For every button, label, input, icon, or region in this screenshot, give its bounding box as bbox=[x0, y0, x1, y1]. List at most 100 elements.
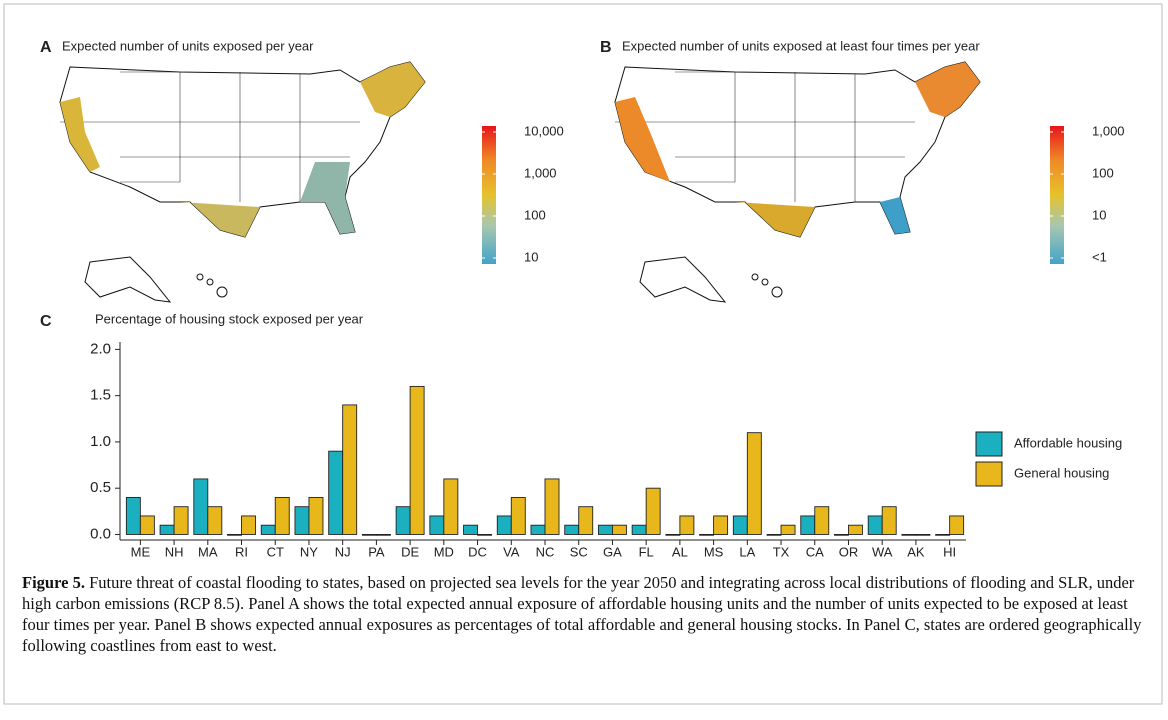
y-tick-label: 2.0 bbox=[90, 340, 111, 357]
x-tick-label: NH bbox=[165, 544, 184, 559]
bar bbox=[496, 515, 512, 535]
caption: Figure 5. Future threat of coastal flood… bbox=[22, 572, 1142, 656]
bar bbox=[881, 506, 897, 535]
y-tick-label: 0.5 bbox=[90, 479, 111, 496]
colorbar-tick-label: <1 bbox=[1092, 249, 1107, 264]
colorbar-tick-label: 10 bbox=[1092, 207, 1106, 222]
bar bbox=[564, 524, 580, 535]
bar bbox=[544, 478, 560, 535]
bar bbox=[308, 496, 324, 535]
bar bbox=[227, 533, 242, 536]
bar bbox=[342, 404, 358, 535]
x-tick-label: HI bbox=[943, 544, 956, 559]
colorbar bbox=[1050, 126, 1064, 264]
bar bbox=[395, 506, 411, 535]
panel-label: C bbox=[40, 313, 52, 330]
y-tick-label: 0.0 bbox=[90, 525, 111, 542]
bar bbox=[274, 496, 290, 535]
bar bbox=[631, 524, 647, 535]
x-tick-label: FL bbox=[639, 544, 654, 559]
bar bbox=[597, 524, 613, 535]
bar bbox=[814, 506, 830, 535]
x-tick-label: PA bbox=[368, 544, 385, 559]
bar bbox=[578, 506, 594, 535]
bar bbox=[713, 515, 729, 535]
x-tick-label: LA bbox=[739, 544, 755, 559]
colorbar-tick-label: 10,000 bbox=[524, 123, 564, 138]
bar bbox=[510, 496, 526, 535]
x-tick-label: GA bbox=[603, 544, 622, 559]
legend-swatch bbox=[975, 431, 1003, 457]
bar bbox=[611, 524, 627, 535]
bar bbox=[915, 533, 931, 536]
x-tick-label: OR bbox=[839, 544, 859, 559]
bar bbox=[429, 515, 445, 535]
legend-label: General housing bbox=[1014, 465, 1109, 480]
colorbar-tick-label: 100 bbox=[1092, 165, 1114, 180]
bar bbox=[834, 533, 849, 536]
colorbar-tick-label: 1,000 bbox=[1092, 123, 1125, 138]
bar bbox=[361, 533, 377, 536]
x-tick-label: DC bbox=[468, 544, 487, 559]
x-tick-label: DE bbox=[401, 544, 419, 559]
colorbar-tick-label: 1,000 bbox=[524, 165, 557, 180]
bar bbox=[139, 515, 155, 535]
panel-label: A bbox=[40, 39, 52, 56]
bar bbox=[409, 385, 425, 535]
map-b bbox=[614, 61, 981, 303]
x-tick-label: RI bbox=[235, 544, 248, 559]
bar bbox=[746, 432, 762, 535]
x-tick-label: MD bbox=[434, 544, 454, 559]
panel-title: Percentage of housing stock exposed per … bbox=[95, 311, 364, 326]
x-tick-label: ME bbox=[131, 544, 151, 559]
legend-swatch bbox=[975, 461, 1003, 487]
bar bbox=[463, 524, 479, 535]
bar bbox=[443, 478, 459, 535]
bar bbox=[867, 515, 883, 535]
bar bbox=[375, 533, 391, 536]
bar bbox=[935, 533, 951, 536]
map-a bbox=[59, 61, 426, 303]
bar bbox=[173, 506, 189, 535]
bar bbox=[780, 524, 796, 535]
bar bbox=[193, 478, 209, 535]
panel-label: B bbox=[600, 39, 612, 56]
bar bbox=[241, 515, 256, 535]
x-tick-label: CT bbox=[267, 544, 284, 559]
bar bbox=[732, 515, 748, 535]
x-tick-label: AK bbox=[907, 544, 925, 559]
bar bbox=[901, 533, 917, 536]
figure-border bbox=[3, 3, 1163, 705]
bar bbox=[477, 533, 493, 536]
x-tick-label: MS bbox=[704, 544, 724, 559]
bar bbox=[207, 506, 223, 535]
bar bbox=[294, 506, 310, 535]
caption-label: Figure 5. bbox=[22, 573, 85, 592]
bar bbox=[800, 515, 816, 535]
x-tick-label: CA bbox=[806, 544, 824, 559]
legend-label: Affordable housing bbox=[1014, 435, 1122, 450]
colorbar-tick-label: 100 bbox=[524, 207, 546, 222]
bar bbox=[766, 533, 782, 536]
bar bbox=[125, 496, 141, 535]
x-tick-label: NJ bbox=[335, 544, 351, 559]
y-tick-label: 1.5 bbox=[90, 387, 111, 404]
x-tick-label: SC bbox=[570, 544, 588, 559]
bar bbox=[699, 533, 715, 536]
x-tick-label: NY bbox=[300, 544, 318, 559]
x-tick-label: TX bbox=[773, 544, 790, 559]
x-tick-label: VA bbox=[503, 544, 520, 559]
panel-title: Expected number of units exposed at leas… bbox=[622, 38, 980, 53]
bar bbox=[645, 487, 661, 535]
x-tick-label: WA bbox=[872, 544, 893, 559]
bar bbox=[530, 524, 546, 535]
panel-title: Expected number of units exposed per yea… bbox=[62, 38, 314, 53]
bar bbox=[328, 450, 344, 535]
bar bbox=[848, 524, 863, 535]
bar bbox=[159, 524, 175, 535]
x-tick-label: NC bbox=[536, 544, 555, 559]
bar bbox=[665, 533, 681, 536]
x-tick-label: AL bbox=[672, 544, 688, 559]
